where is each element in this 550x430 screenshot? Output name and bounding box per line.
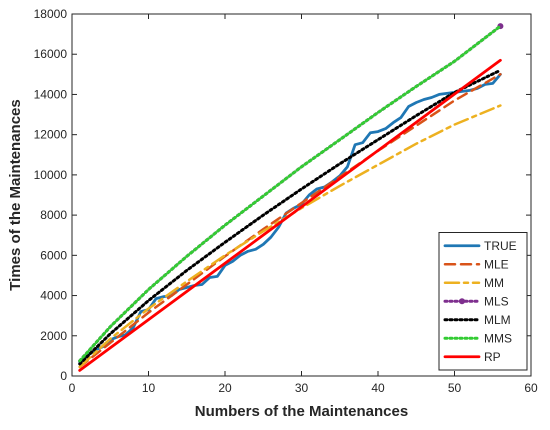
- x-axis-title: Numbers of the Maintenances: [195, 403, 408, 420]
- y-tick-label: 0: [60, 369, 67, 383]
- legend-label-mm: MM: [484, 276, 504, 290]
- legend-label-mms: MMS: [484, 331, 512, 345]
- legend-label-mls: MLS: [484, 294, 509, 308]
- x-tick-label: 40: [371, 381, 385, 395]
- x-tick-label: 50: [448, 381, 462, 395]
- y-tick-label: 10000: [34, 168, 68, 182]
- y-axis-title: Times of the Maintenances: [7, 99, 24, 290]
- y-tick-label: 12000: [34, 128, 68, 142]
- y-tick-label: 8000: [40, 208, 67, 222]
- y-tick-label: 6000: [40, 248, 67, 262]
- legend-label-true: TRUE: [484, 239, 517, 253]
- axes: 0 10 20 30 40 50 60 0 2000 4000 6000 8000 10000 12000…: [34, 7, 538, 395]
- y-tick-label: 16000: [34, 47, 68, 61]
- x-tick-label: 60: [524, 381, 538, 395]
- legend-marker-mls: [459, 298, 465, 305]
- series-line-mms: [78, 24, 502, 363]
- y-tick-label: 14000: [34, 87, 68, 101]
- y-tick-label: 18000: [34, 7, 68, 21]
- plot-area: [78, 23, 504, 372]
- series-line-mlm: [78, 68, 502, 366]
- x-tick-label: 0: [69, 381, 76, 395]
- series-line-rp: [78, 58, 502, 372]
- legend: TRUE MLE MM MLS MLM MMS RP: [438, 232, 528, 371]
- x-tick-label: 30: [295, 381, 309, 395]
- x-tick-label: 20: [218, 381, 232, 395]
- y-tick-label: 2000: [40, 329, 67, 343]
- y-tick-label: 4000: [40, 289, 67, 303]
- legend-label-rp: RP: [484, 350, 501, 364]
- x-tick-label: 10: [142, 381, 156, 395]
- legend-label-mle: MLE: [484, 257, 509, 271]
- series-line-mle: [78, 73, 502, 369]
- legend-label-mlm: MLM: [484, 313, 511, 327]
